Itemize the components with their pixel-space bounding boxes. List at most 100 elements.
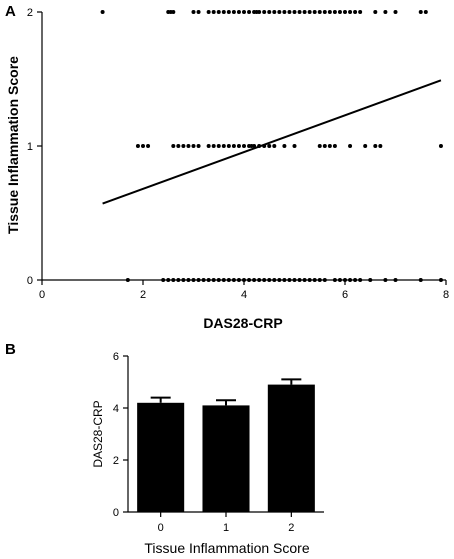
y-tick-label: 0: [27, 275, 33, 287]
x-axis-title: DAS28-CRP: [203, 315, 282, 331]
data-point: [418, 10, 423, 14]
data-point: [393, 278, 398, 282]
data-point: [206, 144, 211, 148]
data-point: [201, 278, 206, 282]
data-point: [277, 10, 282, 14]
data-point: [337, 10, 342, 14]
data-point: [231, 278, 236, 282]
y-ticks: 0 2 4 6: [113, 351, 128, 519]
y-tick-label: 2: [27, 7, 33, 19]
data-point: [322, 10, 327, 14]
data-point: [100, 10, 105, 14]
data-point: [186, 278, 191, 282]
x-tick-label: 0: [158, 522, 164, 534]
data-point: [282, 278, 287, 282]
data-point: [423, 10, 428, 14]
data-point: [236, 278, 241, 282]
data-point: [267, 10, 272, 14]
data-point: [332, 144, 337, 148]
scatter-points: [100, 10, 443, 282]
data-point: [277, 278, 282, 282]
bar: [137, 402, 185, 512]
data-point: [287, 10, 292, 14]
data-point: [327, 144, 332, 148]
data-point: [216, 10, 221, 14]
data-point: [353, 10, 358, 14]
data-point: [282, 10, 287, 14]
data-point: [171, 10, 176, 14]
y-tick-label: 0: [113, 507, 119, 519]
data-point: [221, 144, 226, 148]
data-point: [348, 278, 353, 282]
data-point: [221, 10, 226, 14]
regression-line: [102, 79, 442, 205]
x-axis-title: Tissue Inflammation Score: [144, 540, 309, 556]
data-point: [226, 144, 231, 148]
data-point: [272, 144, 277, 148]
data-point: [262, 278, 267, 282]
data-point: [393, 10, 398, 14]
data-point: [221, 278, 226, 282]
data-point: [166, 278, 171, 282]
data-point: [282, 144, 287, 148]
data-point: [302, 10, 307, 14]
data-point: [252, 278, 257, 282]
data-point: [257, 278, 262, 282]
data-point: [317, 10, 322, 14]
data-point: [337, 278, 342, 282]
data-point: [226, 278, 231, 282]
data-point: [216, 278, 221, 282]
data-point: [247, 278, 252, 282]
data-point: [257, 10, 262, 14]
data-point: [211, 10, 216, 14]
data-point: [368, 278, 373, 282]
data-point: [348, 144, 353, 148]
data-point: [211, 144, 216, 148]
data-point: [231, 10, 236, 14]
data-point: [363, 144, 368, 148]
data-point: [307, 278, 312, 282]
data-point: [231, 144, 236, 148]
data-point: [322, 278, 327, 282]
data-point: [196, 144, 201, 148]
data-point: [236, 10, 241, 14]
data-point: [196, 10, 201, 14]
data-point: [332, 278, 337, 282]
data-point: [191, 10, 196, 14]
data-point: [206, 10, 211, 14]
data-point: [317, 278, 322, 282]
y-tick-label: 4: [113, 403, 119, 415]
panel-a-letter: A: [5, 3, 16, 20]
x-ticks: 0 2 4 6 8: [39, 280, 449, 301]
data-point: [332, 10, 337, 14]
data-point: [287, 278, 292, 282]
data-point: [267, 144, 272, 148]
data-point: [171, 278, 176, 282]
data-point: [196, 278, 201, 282]
data-point: [358, 10, 363, 14]
data-point: [242, 278, 246, 282]
data-point: [438, 278, 443, 282]
data-point: [343, 278, 347, 282]
bars: 0 1 2: [137, 378, 315, 534]
y-tick-label: 6: [113, 351, 119, 363]
x-tick-label: 2: [140, 289, 146, 301]
scatter-chart: 0 2 4 6 8 0 1 2 DAS28-CRP Tissue Inflammation …: [5, 7, 449, 331]
data-point: [272, 278, 277, 282]
data-point: [297, 278, 302, 282]
y-ticks: 0 1 2: [27, 7, 42, 287]
bar: [267, 384, 315, 512]
data-point: [146, 144, 151, 148]
data-point: [292, 10, 297, 14]
x-tick-label: 8: [443, 289, 449, 301]
y-tick-label: 1: [27, 141, 33, 153]
x-tick-label: 0: [39, 289, 45, 301]
data-point: [191, 278, 196, 282]
data-point: [181, 144, 186, 148]
data-point: [141, 144, 145, 148]
data-point: [161, 278, 166, 282]
data-point: [297, 10, 302, 14]
data-point: [343, 10, 347, 14]
data-point: [322, 144, 327, 148]
